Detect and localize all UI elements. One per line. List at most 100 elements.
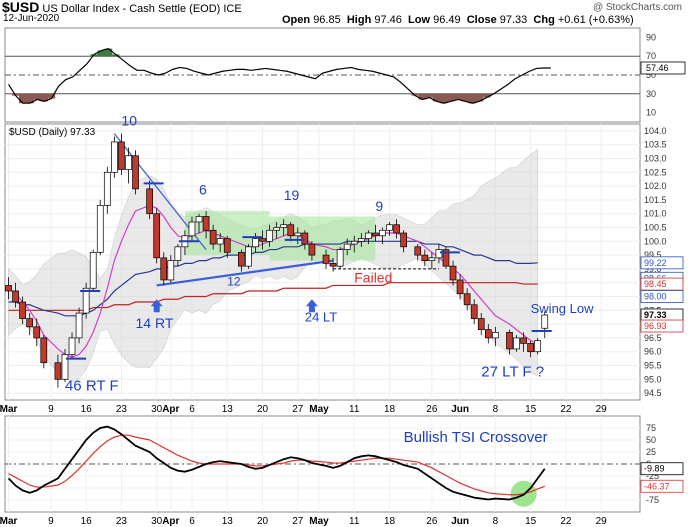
tsi-title: Bullish TSI Crossover — [404, 429, 548, 446]
candle-body — [259, 238, 266, 242]
candle-body — [421, 254, 429, 261]
rsi-tick-label: 50 — [646, 70, 656, 80]
low-value: 96.49 — [433, 14, 461, 26]
candle-body — [153, 213, 161, 259]
candle-body — [273, 227, 280, 231]
candle-body — [541, 314, 549, 329]
price-tick-label: 102.5 — [644, 167, 667, 177]
candle-body — [414, 246, 422, 256]
arrow-14rt — [150, 299, 163, 313]
price-tick-label: 94.5 — [644, 388, 662, 398]
price-tag-label: 96.93 — [644, 321, 667, 331]
annotation-10: 10 — [121, 112, 137, 128]
annotation-27ltf: 27 LT F ? — [481, 364, 544, 381]
price-x-tick-label: 13 — [222, 404, 234, 415]
annotation-9: 9 — [375, 198, 383, 214]
candle-body — [167, 260, 175, 281]
high-value: 97.46 — [374, 14, 402, 26]
candle-body — [103, 171, 111, 206]
candle-body — [266, 229, 273, 242]
candle-body — [238, 251, 245, 267]
price-x-tick-label: May — [309, 404, 329, 415]
candle-body — [223, 238, 231, 253]
ma-slow-line — [8, 240, 538, 317]
price-x-tick-label: 22 — [560, 404, 572, 415]
candle-body — [463, 293, 471, 306]
price-x-tick-label: 9 — [48, 404, 54, 415]
candle-body — [89, 251, 97, 289]
ma-fast-line — [8, 204, 538, 358]
candle-body — [160, 257, 168, 281]
tsi-x-tick-label: 13 — [222, 516, 234, 527]
annotation-19: 19 — [284, 187, 300, 203]
ohlc-readout: Open 96.85 High 97.46 Low 96.49 Close 97… — [282, 14, 634, 26]
candle-body — [118, 141, 125, 170]
open-value: 96.85 — [313, 14, 341, 26]
price-x-tick-label: Apr — [162, 404, 179, 415]
price-x-tick-label: 11 — [349, 404, 360, 415]
rsi-current-tag-box — [640, 61, 686, 75]
watermark: @ StockCharts.com — [592, 2, 682, 13]
tsi-tick-label: 75 — [646, 423, 656, 433]
price-tag-label: 99.22 — [644, 258, 667, 268]
tsi-x-tick-label: 26 — [426, 516, 438, 527]
candle-body — [372, 232, 379, 237]
price-x-tick-label: 6 — [189, 404, 195, 415]
candle-body — [329, 263, 337, 267]
rsi-tick-label: 30 — [646, 89, 656, 99]
candle-body — [393, 224, 400, 234]
candle-body — [520, 337, 527, 344]
tsi-tick-label: -25 — [646, 471, 659, 481]
annotation-swing-low: Swing Low — [531, 301, 594, 316]
candle-body — [202, 216, 210, 231]
candle-body — [527, 343, 534, 353]
candle-body — [12, 290, 19, 303]
price-tick-label: 96.0 — [644, 347, 662, 357]
candle-body — [365, 232, 372, 239]
price-x-tick-label: 26 — [426, 404, 438, 415]
tsi-x-tick-label: Apr — [162, 516, 179, 527]
candle-body — [350, 240, 358, 245]
close-label: Close — [466, 14, 497, 26]
price-x-tick-label: 18 — [384, 404, 396, 415]
candle-body — [252, 238, 259, 248]
rsi-current-tag: 57.46 — [646, 63, 669, 73]
price-tick-label: 102.0 — [644, 181, 667, 191]
candle-body — [33, 326, 41, 339]
candle-body — [61, 354, 69, 380]
tsi-x-tick-label: 11 — [349, 516, 360, 527]
price-tag-label: 98.45 — [644, 279, 667, 289]
price-tick-label: 95.0 — [644, 374, 662, 384]
candle-body — [5, 285, 12, 292]
tsi-x-tick-label: 15 — [525, 516, 537, 527]
candle-body — [301, 232, 309, 245]
tsi-x-tick-label: 27 — [292, 516, 304, 527]
price-title: $USD (Daily) 97.33 — [9, 127, 96, 138]
price-x-tick-label: 16 — [81, 404, 93, 415]
tsi-signal-current-tag-box — [640, 479, 684, 493]
chg-value: +0.61 (+0.63%) — [557, 14, 634, 26]
candle-body — [428, 257, 436, 261]
candle-body — [492, 332, 499, 339]
candle-body — [308, 243, 316, 256]
price-tick-label: 103.5 — [644, 140, 667, 150]
candle-body — [245, 246, 252, 267]
price-tick-label: 101.0 — [644, 209, 667, 219]
price-tag-label: 97.33 — [644, 310, 667, 320]
candle-body — [125, 155, 132, 170]
candle-body — [82, 287, 90, 314]
candle-body — [343, 243, 351, 250]
price-x-tick-label: 15 — [525, 404, 537, 415]
candle-body — [146, 188, 153, 215]
candle-body — [287, 224, 295, 237]
chg-label: Chg — [533, 14, 555, 26]
tsi-signal-line — [8, 434, 545, 496]
tsi-tick-label: 50 — [646, 435, 656, 445]
price-tick-label: 100.5 — [644, 223, 667, 233]
tsi-x-tick-label: Jun — [451, 516, 469, 527]
open-label: Open — [282, 14, 311, 26]
candle-body — [322, 254, 330, 264]
header-date: 12-Jun-2020 — [3, 13, 60, 24]
